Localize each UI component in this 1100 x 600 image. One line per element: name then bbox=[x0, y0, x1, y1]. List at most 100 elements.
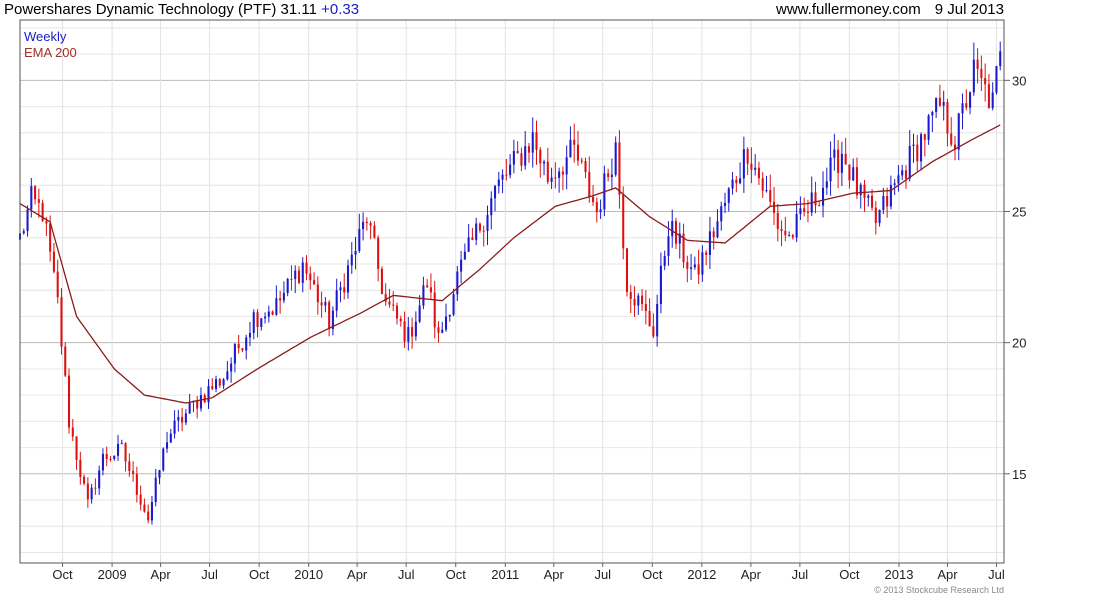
candle-up bbox=[422, 285, 425, 306]
candle-up bbox=[207, 386, 210, 403]
candle-down bbox=[437, 327, 440, 333]
candle-down bbox=[554, 177, 557, 179]
x-tick-label: Oct bbox=[249, 567, 270, 582]
candle-up bbox=[859, 184, 862, 196]
x-tick-label: 2009 bbox=[98, 567, 127, 582]
candle-down bbox=[818, 205, 821, 207]
x-tick-label: Oct bbox=[642, 567, 663, 582]
x-tick-label: Oct bbox=[52, 567, 73, 582]
candle-up bbox=[723, 202, 727, 207]
x-tick-label: 2013 bbox=[885, 567, 914, 582]
candle-down bbox=[60, 297, 63, 347]
candle-down bbox=[471, 237, 474, 240]
candle-down bbox=[916, 144, 919, 162]
candle-down bbox=[56, 271, 59, 298]
candle-down bbox=[953, 144, 957, 150]
candle-up bbox=[286, 278, 289, 293]
candle-down bbox=[279, 298, 282, 301]
candle-down bbox=[482, 230, 485, 232]
chart-date: 9 Jul 2013 bbox=[934, 1, 1004, 18]
candle-down bbox=[41, 202, 44, 222]
candle-down bbox=[109, 458, 112, 460]
candle-down bbox=[674, 221, 678, 244]
candle-up bbox=[233, 343, 236, 364]
candle-up bbox=[490, 198, 493, 216]
candle-up bbox=[113, 455, 116, 460]
candle-up bbox=[531, 132, 534, 153]
candle-up bbox=[22, 231, 25, 234]
candle-up bbox=[294, 270, 297, 279]
candle-up bbox=[30, 186, 33, 210]
candle-up bbox=[101, 453, 104, 471]
candle-down bbox=[505, 174, 508, 176]
candle-up bbox=[720, 206, 723, 222]
candle-down bbox=[735, 179, 738, 184]
candle-up bbox=[701, 252, 704, 275]
candle-up bbox=[475, 223, 478, 240]
candle-up bbox=[893, 183, 896, 185]
candle-up bbox=[821, 187, 825, 206]
candle-up bbox=[610, 174, 613, 177]
candle-up bbox=[889, 184, 892, 207]
candle-down bbox=[561, 171, 564, 175]
candle-up bbox=[154, 477, 157, 503]
candle-down bbox=[648, 311, 651, 327]
candle-down bbox=[37, 199, 40, 203]
candle-up bbox=[524, 146, 527, 166]
candle-up bbox=[656, 304, 659, 337]
candle-up bbox=[833, 149, 836, 158]
candle-up bbox=[690, 267, 693, 269]
candle-down bbox=[625, 248, 629, 293]
x-tick-label: Oct bbox=[446, 567, 467, 582]
candle-up bbox=[158, 470, 161, 478]
candle-up bbox=[678, 233, 681, 244]
candle-down bbox=[256, 312, 259, 327]
candle-down bbox=[328, 302, 331, 329]
x-tick-label: Apr bbox=[741, 567, 762, 582]
candle-down bbox=[772, 201, 776, 213]
candle-up bbox=[727, 188, 730, 203]
candle-down bbox=[803, 208, 806, 212]
candle-down bbox=[984, 78, 987, 85]
source-site-link[interactable]: www.fullermoney.com bbox=[776, 1, 921, 18]
candle-up bbox=[331, 310, 334, 329]
candle-up bbox=[550, 177, 553, 182]
candle-down bbox=[271, 311, 274, 315]
candle-down bbox=[527, 146, 531, 153]
candle-up bbox=[252, 312, 255, 333]
candle-down bbox=[128, 461, 131, 471]
candle-down bbox=[211, 386, 214, 390]
candle-down bbox=[67, 375, 71, 428]
candle-down bbox=[923, 134, 926, 140]
plot-frame bbox=[19, 19, 1005, 564]
candle-up bbox=[173, 420, 176, 434]
candle-up bbox=[444, 316, 448, 330]
candle-down bbox=[147, 511, 150, 521]
candle-up bbox=[908, 145, 911, 179]
candle-down bbox=[377, 237, 380, 269]
x-tick-label: 2010 bbox=[294, 567, 323, 582]
candle-down bbox=[806, 211, 809, 213]
legend-ema: EMA 200 bbox=[24, 45, 77, 60]
candle-up bbox=[456, 271, 459, 295]
candle-up bbox=[267, 311, 270, 317]
candle-up bbox=[716, 221, 719, 238]
candle-up bbox=[927, 115, 930, 140]
candle-up bbox=[264, 316, 267, 319]
candle-down bbox=[309, 273, 312, 281]
candle-up bbox=[188, 402, 191, 414]
candle-up bbox=[999, 51, 1002, 67]
candle-up bbox=[248, 332, 252, 338]
candle-up bbox=[920, 134, 923, 162]
candle-up bbox=[441, 329, 444, 333]
candle-down bbox=[139, 494, 142, 505]
candle-down bbox=[622, 194, 625, 249]
candle-down bbox=[633, 298, 636, 306]
candle-down bbox=[135, 473, 138, 495]
candle-up bbox=[199, 395, 203, 409]
candle-down bbox=[316, 284, 319, 303]
candle-up bbox=[501, 174, 504, 180]
last-price: 31.11 bbox=[280, 1, 317, 18]
x-tick-label: Jul bbox=[201, 567, 218, 582]
